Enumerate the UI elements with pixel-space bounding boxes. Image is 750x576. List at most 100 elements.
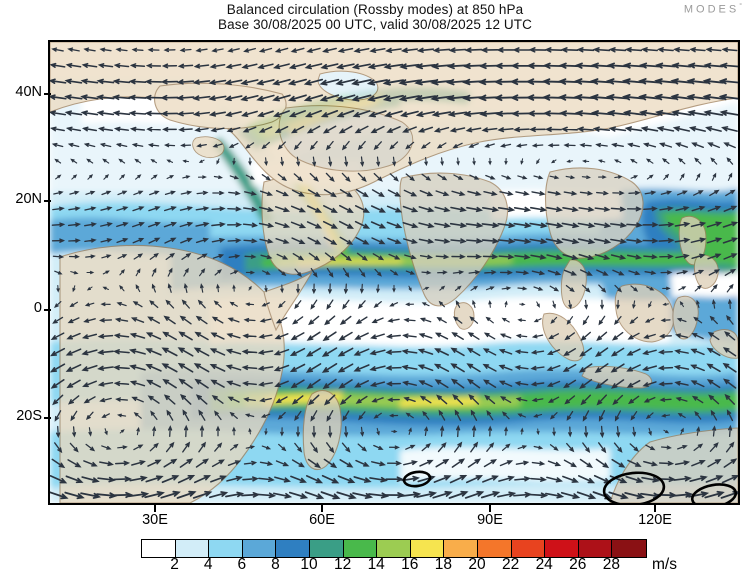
wind-arrow [610, 238, 627, 244]
colorbar-tick-10: 10 [300, 556, 318, 573]
wind-arrow [305, 347, 322, 357]
wind-arrow [661, 413, 671, 418]
wind-arrow [694, 157, 702, 165]
wind-arrow [400, 47, 418, 53]
wind-arrow [50, 363, 66, 373]
wind-arrow [258, 126, 273, 133]
wind-arrow [149, 190, 160, 196]
wind-arrow [342, 267, 350, 278]
wind-arrow [399, 110, 419, 118]
wind-arrow [580, 331, 591, 341]
wind-arrow [102, 286, 109, 291]
wind-arrow [193, 475, 212, 484]
wind-arrow [467, 332, 480, 340]
wind-arrow [132, 301, 143, 308]
wind-arrow [463, 110, 484, 117]
wind-arrow [87, 174, 94, 180]
wind-arrow [128, 94, 147, 101]
wind-arrow [258, 381, 273, 387]
wind-arrow [533, 286, 544, 291]
wind-arrow [242, 476, 259, 482]
wind-arrow [167, 267, 173, 277]
wind-arrow [228, 191, 241, 196]
wind-arrow [579, 191, 594, 196]
wind-arrow [581, 284, 591, 293]
wind-arrow [162, 331, 177, 341]
wind-arrow [116, 206, 129, 212]
wind-arrow [421, 443, 432, 452]
wind-arrow [594, 253, 611, 260]
wind-arrow [608, 126, 627, 132]
wind-arrow [296, 156, 301, 167]
wind-arrow [339, 459, 354, 468]
wind-arrow [133, 444, 144, 451]
wind-arrow [658, 142, 673, 148]
wind-arrow [630, 411, 638, 421]
wind-arrow [146, 126, 161, 132]
wind-arrow [656, 126, 675, 132]
wind-arrow [451, 458, 466, 468]
colorbar-tick-24: 24 [535, 556, 553, 573]
wind-arrow [672, 491, 694, 498]
wind-arrow [468, 394, 480, 405]
wind-arrow [530, 381, 545, 387]
wind-arrow [280, 427, 284, 437]
wind-arrow [210, 332, 225, 340]
wind-arrow [436, 317, 447, 324]
wind-arrow [675, 333, 688, 338]
wind-arrow [70, 270, 79, 275]
wind-arrow [308, 252, 320, 261]
wind-arrow [192, 111, 210, 117]
wind-arrow [52, 206, 65, 211]
wind-arrow [214, 410, 222, 421]
wind-vector-arrows [50, 47, 738, 500]
wind-arrow [50, 78, 67, 85]
wind-arrow [547, 269, 562, 276]
wind-arrow [616, 299, 620, 310]
wind-arrow [81, 349, 98, 356]
wind-arrow [257, 365, 274, 371]
wind-arrow [646, 286, 655, 291]
wind-arrow [598, 410, 606, 422]
wind-arrow [336, 109, 355, 118]
wind-arrow [389, 413, 399, 418]
wind-arrow [415, 63, 436, 70]
wind-arrow [710, 157, 718, 165]
wind-arrow [626, 238, 643, 244]
wind-arrow [306, 221, 323, 229]
wind-arrow [67, 222, 82, 227]
wind-arrow [151, 283, 156, 293]
wind-arrow [469, 316, 479, 324]
wind-arrow [578, 206, 595, 212]
wind-arrow [613, 159, 622, 164]
wind-arrow [434, 332, 449, 340]
wind-arrow [260, 254, 273, 260]
wind-arrow [193, 63, 210, 69]
wind-arrow [544, 126, 562, 132]
wind-arrow [470, 409, 478, 421]
wind-arrow [259, 461, 274, 466]
wind-arrow [341, 442, 351, 453]
y-axis-tick-label-40N: 40N [15, 84, 42, 100]
wind-arrow [481, 127, 498, 133]
wind-arrow [613, 442, 623, 453]
wind-arrow [694, 284, 702, 292]
wind-arrow [195, 237, 210, 244]
wind-arrow [484, 270, 497, 275]
wind-arrow [726, 409, 734, 422]
wind-arrow [417, 348, 434, 355]
wind-arrow [261, 141, 271, 150]
wind-arrow [306, 125, 321, 134]
wind-arrow [626, 206, 643, 212]
wind-arrow [258, 47, 273, 53]
wind-arrow [447, 111, 468, 117]
wind-arrow [113, 333, 130, 339]
wind-arrow [531, 143, 544, 148]
wind-arrow [435, 458, 450, 468]
wind-arrow [562, 363, 577, 372]
wind-arrow [135, 174, 142, 180]
wind-arrow [243, 460, 258, 466]
wind-arrow [504, 426, 508, 436]
wind-arrow [355, 236, 370, 245]
wind-arrow [630, 285, 639, 292]
